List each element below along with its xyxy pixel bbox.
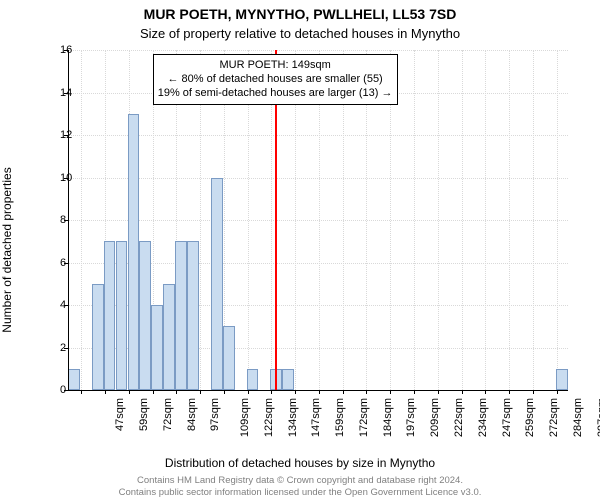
x-tick-label: 47sqm bbox=[114, 398, 126, 431]
x-tick-label: 159sqm bbox=[334, 398, 346, 437]
gridline-vertical bbox=[414, 50, 415, 390]
x-tick-label: 134sqm bbox=[287, 398, 299, 437]
histogram-bar bbox=[211, 178, 223, 391]
x-tick-label: 97sqm bbox=[209, 398, 221, 431]
x-tick-label: 222sqm bbox=[453, 398, 465, 437]
x-axis-line bbox=[68, 390, 568, 391]
x-tick-label: 84sqm bbox=[186, 398, 198, 431]
histogram-bar bbox=[139, 241, 151, 390]
y-axis-line bbox=[68, 50, 69, 390]
chart-plot-area: 024681012141647sqm59sqm72sqm84sqm97sqm10… bbox=[68, 50, 568, 390]
annotation-line: 19% of semi-detached houses are larger (… bbox=[158, 87, 393, 101]
histogram-bar bbox=[68, 369, 80, 390]
histogram-bar bbox=[104, 241, 116, 390]
chart-title-line1: MUR POETH, MYNYTHO, PWLLHELI, LL53 7SD bbox=[0, 6, 600, 22]
x-tick-label: 259sqm bbox=[524, 398, 536, 437]
x-tick-label: 297sqm bbox=[596, 398, 600, 437]
x-tick-label: 59sqm bbox=[138, 398, 150, 431]
x-tick-label: 72sqm bbox=[162, 398, 174, 431]
x-tick-label: 184sqm bbox=[382, 398, 394, 437]
gridline-vertical bbox=[533, 50, 534, 390]
x-tick-label: 209sqm bbox=[429, 398, 441, 437]
histogram-bar bbox=[223, 326, 235, 390]
chart-title-line2: Size of property relative to detached ho… bbox=[0, 26, 600, 41]
footer-line: Contains public sector information licen… bbox=[0, 487, 600, 498]
footer-attribution: Contains HM Land Registry data © Crown c… bbox=[0, 475, 600, 498]
x-tick-label: 284sqm bbox=[572, 398, 584, 437]
histogram-bar bbox=[92, 284, 104, 390]
x-axis-label: Distribution of detached houses by size … bbox=[0, 456, 600, 470]
x-tick-label: 122sqm bbox=[263, 398, 275, 437]
x-tick-label: 272sqm bbox=[548, 398, 560, 437]
gridline-vertical bbox=[438, 50, 439, 390]
y-axis-label: Number of detached properties bbox=[0, 167, 14, 332]
footer-line: Contains HM Land Registry data © Crown c… bbox=[0, 475, 600, 486]
histogram-bar bbox=[556, 369, 568, 390]
histogram-bar bbox=[282, 369, 294, 390]
gridline-vertical bbox=[509, 50, 510, 390]
gridline-vertical bbox=[81, 50, 82, 390]
histogram-bar bbox=[128, 114, 140, 390]
histogram-bar bbox=[116, 241, 128, 390]
x-tick-label: 234sqm bbox=[477, 398, 489, 437]
gridline-vertical bbox=[462, 50, 463, 390]
annotation-line: MUR POETH: 149sqm bbox=[158, 59, 393, 73]
annotation-box: MUR POETH: 149sqm← 80% of detached house… bbox=[153, 54, 398, 105]
annotation-line: ← 80% of detached houses are smaller (55… bbox=[158, 73, 393, 87]
gridline-vertical bbox=[485, 50, 486, 390]
histogram-bar bbox=[163, 284, 175, 390]
x-tick-label: 147sqm bbox=[311, 398, 323, 437]
x-tick-label: 197sqm bbox=[406, 398, 418, 437]
histogram-bar bbox=[175, 241, 187, 390]
x-tick-label: 172sqm bbox=[358, 398, 370, 437]
x-tick-label: 247sqm bbox=[501, 398, 513, 437]
histogram-bar bbox=[151, 305, 163, 390]
histogram-bar bbox=[247, 369, 259, 390]
gridline-vertical bbox=[557, 50, 558, 390]
histogram-bar bbox=[187, 241, 199, 390]
x-tick-label: 109sqm bbox=[239, 398, 251, 437]
